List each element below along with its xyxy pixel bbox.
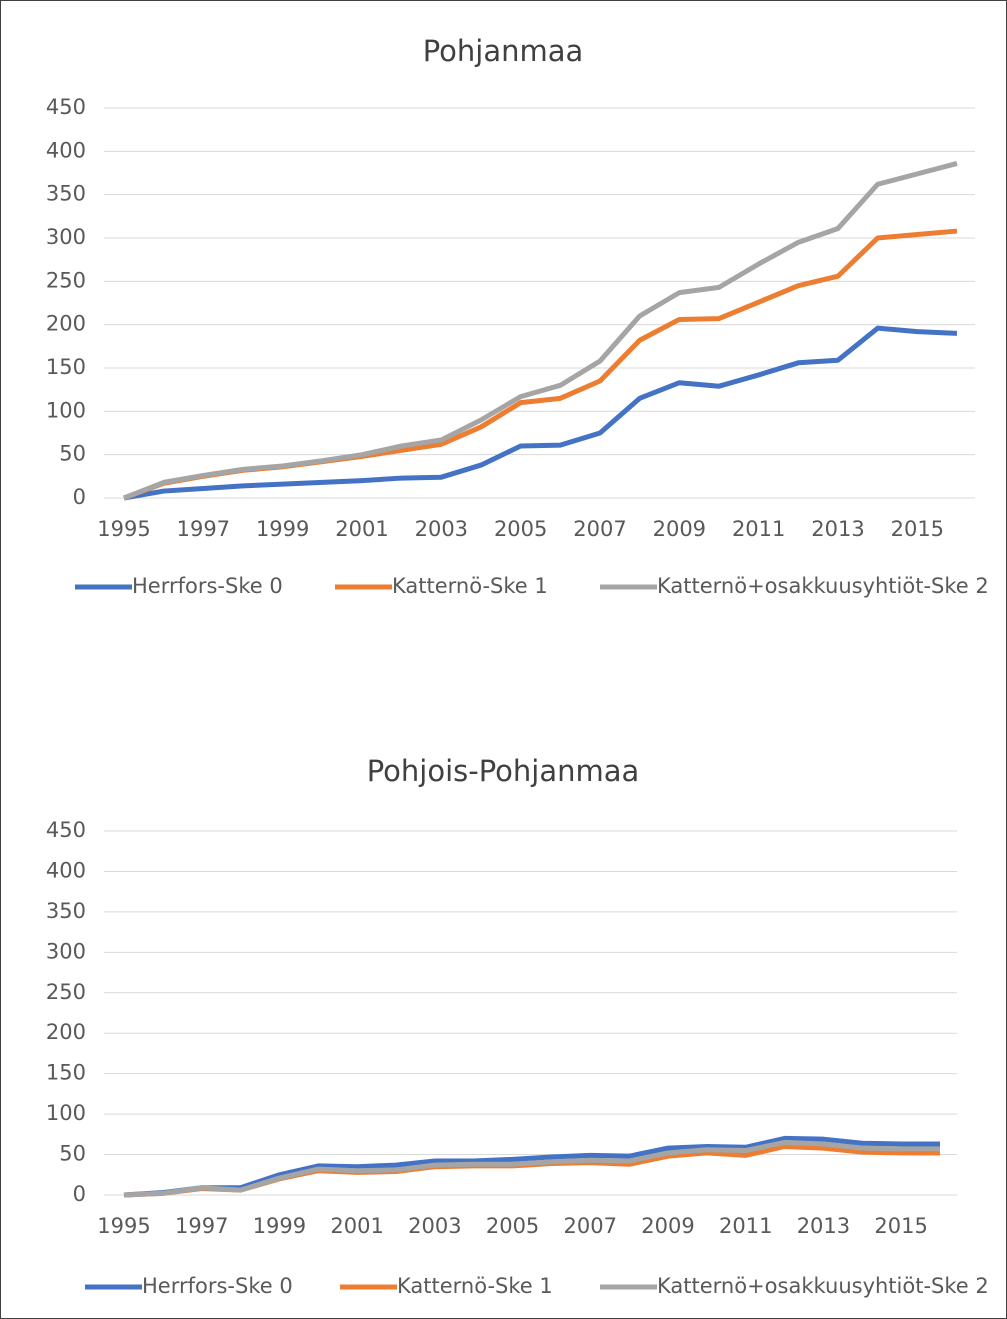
legend-label: Katternö+osakkuusyhtiöt-Ske 2 [657, 574, 989, 598]
x-tick-label: 2009 [653, 517, 706, 541]
x-tick-label: 2011 [732, 517, 785, 541]
legend-label: Katternö-Ske 1 [392, 574, 548, 598]
y-tick-label: 400 [46, 138, 86, 162]
y-tick-label: 200 [46, 312, 86, 336]
x-tick-label: 1995 [97, 1214, 150, 1238]
x-tick-label: 2005 [494, 517, 547, 541]
y-tick-label: 0 [73, 485, 86, 509]
series-line [123, 1139, 940, 1198]
y-tick-label: 250 [46, 268, 86, 292]
x-tick-label: 2007 [564, 1214, 617, 1238]
x-tick-label: 2015 [874, 1214, 927, 1238]
y-tick-label: 50 [59, 1142, 86, 1166]
y-tick-label: 300 [46, 939, 86, 963]
y-tick-label: 50 [59, 442, 86, 466]
x-tick-label: 2013 [797, 1214, 850, 1238]
x-tick-label: 2001 [330, 1214, 383, 1238]
x-tick-label: 2005 [486, 1214, 539, 1238]
y-tick-label: 100 [46, 398, 86, 422]
x-tick-label: 1997 [175, 1214, 228, 1238]
legend-label: Katternö+osakkuusyhtiöt-Ske 2 [657, 1274, 989, 1298]
y-tick-label: 350 [46, 899, 86, 923]
y-tick-label: 450 [46, 95, 86, 119]
x-tick-label: 2013 [811, 517, 864, 541]
y-tick-label: 250 [46, 980, 86, 1004]
y-tick-label: 400 [46, 858, 86, 882]
chart-title: Pohjanmaa [423, 34, 584, 68]
series-line [123, 1135, 940, 1198]
x-tick-label: 2015 [891, 517, 944, 541]
series-line [123, 161, 958, 501]
x-tick-label: 2003 [415, 517, 468, 541]
y-tick-label: 350 [46, 182, 86, 206]
x-tick-label: 2001 [335, 517, 388, 541]
x-tick-label: 1999 [256, 517, 309, 541]
y-tick-label: 300 [46, 225, 86, 249]
y-tick-label: 150 [46, 1061, 86, 1085]
legend-label: Katternö-Ske 1 [397, 1274, 553, 1298]
x-tick-label: 1997 [177, 517, 230, 541]
x-tick-label: 2011 [719, 1214, 772, 1238]
y-tick-label: 100 [46, 1101, 86, 1125]
legend-label: Herrfors-Ske 0 [132, 574, 283, 598]
x-tick-label: 2003 [408, 1214, 461, 1238]
x-tick-label: 2007 [573, 517, 626, 541]
legend-label: Herrfors-Ske 0 [142, 1274, 293, 1298]
y-tick-label: 0 [73, 1182, 86, 1206]
x-tick-label: 2009 [641, 1214, 694, 1238]
y-tick-label: 200 [46, 1020, 86, 1044]
y-tick-label: 150 [46, 355, 86, 379]
y-tick-label: 450 [46, 818, 86, 842]
chart-title: Pohjois-Pohjanmaa [367, 754, 640, 788]
series-line [123, 325, 958, 501]
x-tick-label: 1995 [97, 517, 150, 541]
x-tick-label: 1999 [253, 1214, 306, 1238]
